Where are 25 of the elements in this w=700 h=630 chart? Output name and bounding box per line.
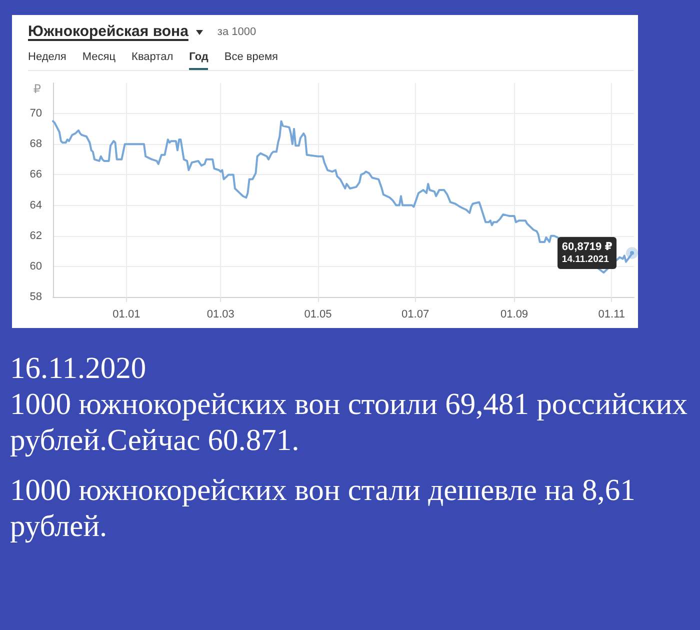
x-tick-label: 01.05: [304, 308, 332, 320]
chart-title: Южнокорейская вона: [28, 22, 188, 42]
y-tick-label: 60: [30, 260, 42, 272]
chart-subtitle: за 1000: [217, 25, 256, 40]
y-tick-label: 68: [30, 138, 42, 150]
x-tick-label: 01.07: [402, 308, 430, 320]
text: 16.11.2020: [10, 350, 148, 386]
text: Неделя: [28, 50, 66, 64]
text: Месяц: [82, 50, 116, 64]
y-tick-label: 64: [30, 199, 42, 212]
x-tick-label: 01.03: [206, 308, 234, 320]
tooltip: 60,8719 ₽ 14.11.2021: [558, 237, 616, 270]
x-tick-label: 01.01: [112, 308, 140, 320]
text: Год: [189, 50, 208, 64]
y-tick-label: 70: [30, 108, 42, 120]
y-tick-label: 58: [30, 291, 42, 303]
x-tick-label: 01.11: [598, 308, 626, 320]
y-tick-label: 62: [30, 230, 42, 242]
y-axis-title: ₽: [33, 82, 42, 96]
x-tick-label: 01.09: [500, 308, 528, 320]
text: Все время: [224, 50, 278, 64]
y-tick-label: 66: [30, 168, 42, 181]
text: 1000 южнокорейских вон стали дешевле на 8,61 рублей.: [10, 472, 636, 544]
text: Квартал: [132, 50, 174, 64]
text: 1000 южнокорейских вон стоили 69,481 российских рублей.Сейчас 60.871.: [10, 386, 688, 458]
